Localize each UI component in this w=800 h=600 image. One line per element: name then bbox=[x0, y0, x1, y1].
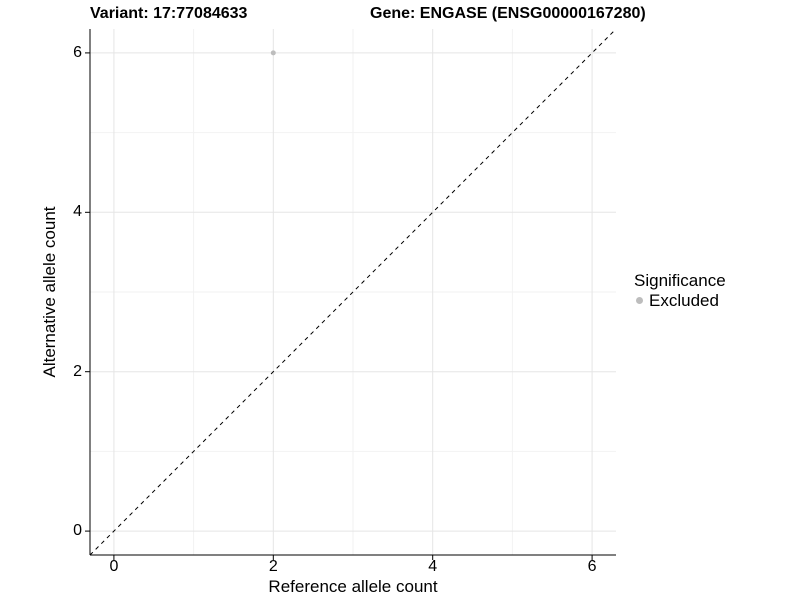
data-point bbox=[270, 50, 276, 56]
y-tick-label: 0 bbox=[73, 522, 82, 540]
y-tick-label: 2 bbox=[73, 362, 82, 380]
legend: Significance Excluded bbox=[634, 271, 726, 310]
identity-line bbox=[89, 28, 617, 556]
y-tick-label: 4 bbox=[73, 203, 82, 221]
y-tick-label: 6 bbox=[73, 43, 82, 61]
plot-title-variant: Variant: 17:77084633 bbox=[90, 5, 248, 22]
x-tick-label: 0 bbox=[109, 558, 119, 575]
x-tick-label: 2 bbox=[268, 558, 278, 575]
x-axis-title: Reference allele count bbox=[268, 577, 438, 596]
legend-item-excluded: Excluded bbox=[634, 291, 726, 310]
excluded-point-icon bbox=[636, 297, 643, 304]
legend-title: Significance bbox=[634, 271, 726, 290]
plot-title-gene: Gene: ENGASE (ENSG00000167280) bbox=[370, 5, 646, 22]
legend-item-label: Excluded bbox=[649, 291, 719, 310]
x-tick-label: 6 bbox=[587, 558, 597, 575]
x-tick-label: 4 bbox=[428, 558, 438, 575]
